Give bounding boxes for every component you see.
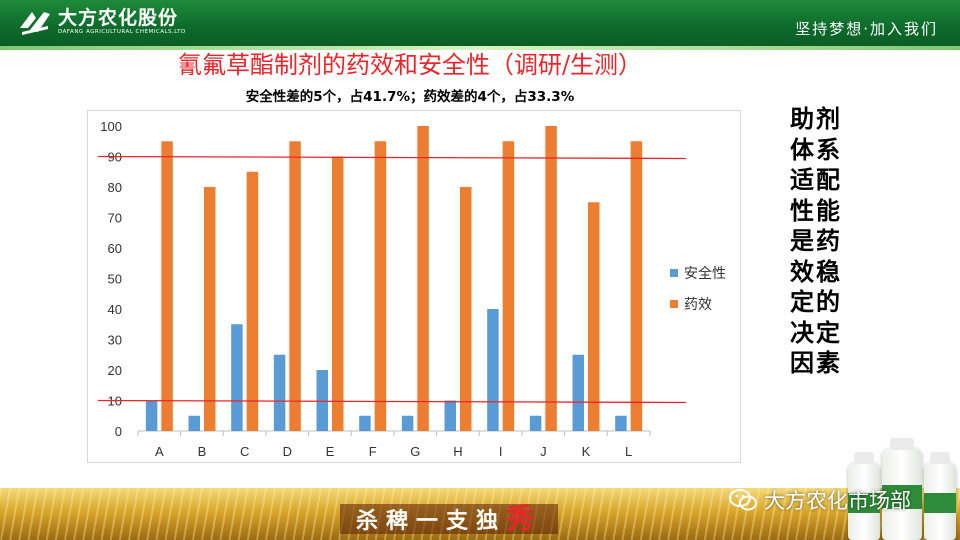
safety-bar-i — [487, 309, 499, 431]
slide-subtitle: 安全性差的5个，占41.7%；药效差的4个，占33.3% — [245, 89, 575, 105]
watermark-text: 大方农化市场部 — [764, 489, 911, 513]
header-bar: 大方农化股份 DAFANG AGRICULTURAL CHEMICALS,LTD… — [0, 0, 960, 50]
product-bottle — [848, 452, 880, 540]
y-tick-label: 80 — [108, 180, 122, 195]
y-tick-label: 30 — [108, 333, 122, 348]
safety-bar-a — [145, 400, 158, 431]
y-tick-label: 40 — [108, 302, 122, 317]
safety-bar-l — [615, 415, 627, 431]
wechat-icon — [729, 489, 757, 511]
wechat-watermark: 大方农化市场部 — [728, 485, 911, 515]
x-tick-label: I — [499, 444, 503, 459]
efficacy-bar-a — [161, 141, 173, 431]
company-logo: 大方农化股份 DAFANG AGRICULTURAL CHEMICALS,LTD — [18, 8, 186, 36]
safety-bar-e — [316, 370, 328, 431]
safety-bar-j — [529, 415, 542, 431]
safety-bar-g — [401, 415, 414, 431]
x-tick-label: E — [326, 444, 335, 459]
x-tick-label: C — [240, 444, 249, 459]
safety-bar-d — [273, 354, 286, 431]
efficacy-bar-e — [332, 156, 344, 431]
efficacy-bar-j — [545, 126, 557, 431]
efficacy-bar-b — [204, 187, 216, 431]
y-tick-label: 20 — [108, 363, 122, 378]
chart-area: 0 10 20 30 40 50 60 70 80 90 100 A B C D E F G H I J K L 安全性 药效 — [87, 110, 741, 463]
header-slogan: 坚持梦想·加入我们 — [795, 20, 938, 38]
efficacy-bar-k — [588, 202, 600, 431]
efficacy-bar-h — [460, 187, 472, 431]
footer-slogan-main: 杀稗一支独 — [356, 508, 507, 534]
efficacy-bar-i — [502, 141, 515, 431]
company-logo-icon — [20, 12, 50, 35]
safety-bar-k — [572, 354, 584, 431]
efficacy-bar-l — [630, 141, 643, 431]
safety-bar-c — [231, 324, 243, 431]
slide-title: 氰氟草酯制剂的药效和安全性（调研/生测） — [177, 51, 643, 79]
safety-bar-b — [188, 415, 200, 431]
x-tick-label: L — [625, 444, 632, 459]
x-tick-label: D — [283, 444, 292, 459]
x-tick-label: H — [453, 444, 462, 459]
y-tick-label: 0 — [115, 424, 122, 439]
y-tick-label: 50 — [108, 272, 122, 287]
company-name-en: DAFANG AGRICULTURAL CHEMICALS,LTD — [58, 29, 186, 35]
efficacy-bar-g — [417, 126, 429, 431]
safety-bar-f — [359, 415, 371, 431]
y-tick-label: 60 — [108, 241, 122, 256]
y-tick-label: 100 — [100, 119, 122, 134]
company-name-cn: 大方农化股份 — [58, 7, 179, 29]
product-bottle — [882, 438, 922, 540]
reference-line-90 — [97, 155, 687, 160]
x-tick-label: F — [369, 444, 377, 459]
side-conclusion-text: 助剂体系适配性能是药效稳定的决定因素 — [790, 105, 842, 377]
legend-label: 安全性 — [684, 265, 726, 282]
product-bottle — [924, 452, 956, 540]
safety-bar-h — [444, 400, 456, 431]
x-tick-label: K — [582, 444, 591, 459]
efficacy-bar-d — [289, 141, 301, 431]
x-tick-label: A — [155, 444, 164, 459]
footer-slogan-accent: 秀 — [506, 502, 543, 535]
reference-line-10 — [97, 399, 687, 404]
x-tick-label: J — [540, 444, 547, 459]
legend-label: 药效 — [684, 297, 712, 313]
x-tick-label: B — [198, 444, 207, 459]
efficacy-bar-c — [246, 171, 259, 431]
legend-swatch — [670, 269, 678, 277]
product-bottles-image — [846, 438, 958, 540]
x-tick-label: G — [410, 444, 420, 459]
footer-slogan: 杀稗一支独秀 — [340, 502, 559, 535]
efficacy-bar-f — [374, 141, 387, 431]
legend-swatch — [670, 300, 678, 308]
y-tick-label: 70 — [108, 211, 122, 226]
